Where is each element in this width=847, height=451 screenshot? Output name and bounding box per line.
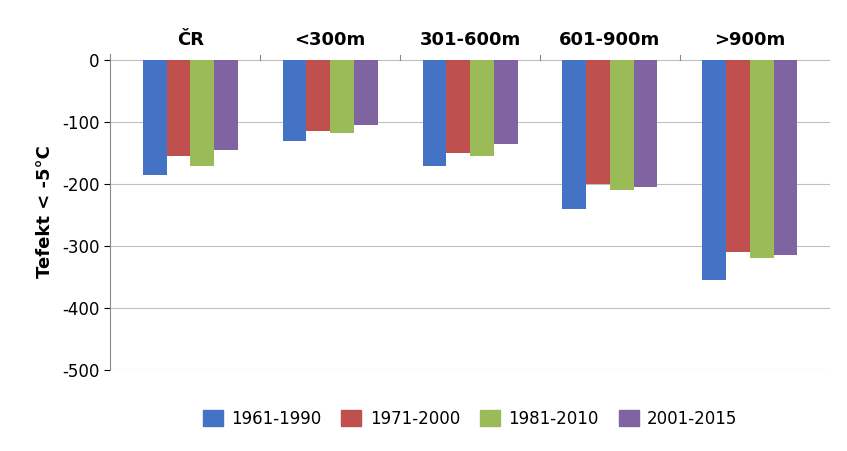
Bar (307, 60, 330, 132)
Bar (750, 60, 773, 258)
Bar (494, 60, 518, 144)
Bar (562, 60, 586, 209)
Bar (726, 60, 750, 252)
Legend: 1961-1990, 1971-2000, 1981-2010, 2001-2015: 1961-1990, 1971-2000, 1981-2010, 2001-20… (197, 403, 744, 435)
Bar (214, 60, 238, 150)
Bar (702, 60, 726, 280)
Bar (773, 60, 797, 255)
Bar (191, 60, 214, 166)
Bar (354, 60, 378, 125)
Bar (143, 60, 167, 175)
Bar (167, 60, 191, 156)
Y-axis label: Tefekt < -5°C: Tefekt < -5°C (36, 146, 54, 278)
Bar (634, 60, 657, 187)
Bar (610, 60, 634, 190)
Bar (330, 60, 354, 133)
Bar (586, 60, 610, 184)
Bar (283, 60, 307, 141)
Bar (423, 60, 446, 166)
Bar (446, 60, 470, 153)
Bar (470, 60, 494, 156)
